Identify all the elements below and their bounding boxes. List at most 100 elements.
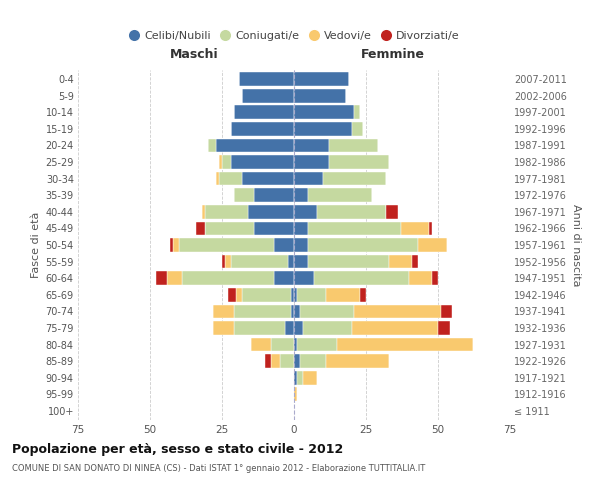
Bar bbox=[219, 172, 242, 186]
Bar bbox=[314, 272, 409, 285]
Bar bbox=[294, 156, 329, 169]
Bar bbox=[326, 354, 389, 368]
Bar bbox=[280, 354, 294, 368]
Bar bbox=[337, 338, 473, 351]
Bar bbox=[230, 255, 288, 268]
Text: Femmine: Femmine bbox=[361, 48, 425, 61]
Bar bbox=[326, 288, 360, 302]
Bar bbox=[297, 288, 326, 302]
Bar bbox=[173, 238, 179, 252]
Bar bbox=[355, 304, 441, 318]
Bar bbox=[294, 89, 346, 102]
Legend: Celibi/Nubili, Coniugati/e, Vedovi/e, Divorziati/e: Celibi/Nubili, Coniugati/e, Vedovi/e, Di… bbox=[124, 26, 464, 46]
Bar bbox=[294, 106, 355, 119]
Bar bbox=[430, 222, 432, 235]
Bar bbox=[294, 255, 308, 268]
Bar bbox=[294, 304, 300, 318]
Bar bbox=[355, 106, 360, 119]
Bar bbox=[248, 205, 294, 218]
Bar bbox=[302, 321, 352, 334]
Bar bbox=[294, 172, 323, 186]
Bar bbox=[230, 122, 294, 136]
Bar bbox=[317, 205, 386, 218]
Bar bbox=[170, 238, 173, 252]
Bar bbox=[432, 272, 438, 285]
Bar bbox=[205, 205, 248, 218]
Bar bbox=[216, 172, 219, 186]
Bar bbox=[222, 156, 230, 169]
Bar bbox=[291, 288, 294, 302]
Bar bbox=[225, 255, 230, 268]
Bar bbox=[167, 272, 182, 285]
Bar bbox=[294, 138, 329, 152]
Bar bbox=[222, 255, 225, 268]
Bar bbox=[412, 255, 418, 268]
Bar bbox=[294, 205, 317, 218]
Bar bbox=[418, 238, 446, 252]
Bar bbox=[271, 354, 280, 368]
Bar bbox=[438, 321, 449, 334]
Bar bbox=[294, 72, 349, 86]
Bar bbox=[294, 188, 308, 202]
Bar bbox=[389, 255, 412, 268]
Bar bbox=[294, 388, 297, 401]
Bar bbox=[308, 188, 372, 202]
Bar bbox=[271, 338, 294, 351]
Bar bbox=[302, 371, 317, 384]
Bar bbox=[352, 122, 363, 136]
Bar bbox=[323, 172, 386, 186]
Bar bbox=[156, 272, 167, 285]
Bar bbox=[294, 122, 352, 136]
Bar bbox=[294, 338, 297, 351]
Bar bbox=[233, 188, 254, 202]
Bar bbox=[308, 222, 401, 235]
Bar bbox=[242, 172, 294, 186]
Bar bbox=[233, 106, 294, 119]
Y-axis label: Fasce di età: Fasce di età bbox=[31, 212, 41, 278]
Bar bbox=[441, 304, 452, 318]
Bar bbox=[294, 272, 314, 285]
Bar bbox=[297, 338, 337, 351]
Bar bbox=[409, 272, 432, 285]
Bar bbox=[291, 304, 294, 318]
Bar bbox=[401, 222, 430, 235]
Y-axis label: Anni di nascita: Anni di nascita bbox=[571, 204, 581, 286]
Bar bbox=[288, 255, 294, 268]
Text: Popolazione per età, sesso e stato civile - 2012: Popolazione per età, sesso e stato civil… bbox=[12, 442, 343, 456]
Bar bbox=[251, 338, 271, 351]
Bar bbox=[274, 238, 294, 252]
Bar bbox=[294, 288, 297, 302]
Bar bbox=[286, 321, 294, 334]
Bar bbox=[236, 288, 242, 302]
Bar bbox=[294, 354, 300, 368]
Bar bbox=[242, 89, 294, 102]
Bar bbox=[179, 238, 274, 252]
Bar bbox=[182, 272, 274, 285]
Bar bbox=[300, 304, 355, 318]
Bar bbox=[242, 288, 291, 302]
Bar bbox=[329, 138, 377, 152]
Bar bbox=[214, 304, 233, 318]
Bar bbox=[294, 222, 308, 235]
Text: Maschi: Maschi bbox=[170, 48, 219, 61]
Bar bbox=[308, 255, 389, 268]
Bar bbox=[214, 321, 233, 334]
Bar bbox=[216, 138, 294, 152]
Text: COMUNE DI SAN DONATO DI NINEA (CS) - Dati ISTAT 1° gennaio 2012 - Elaborazione T: COMUNE DI SAN DONATO DI NINEA (CS) - Dat… bbox=[12, 464, 425, 473]
Bar bbox=[265, 354, 271, 368]
Bar bbox=[208, 138, 216, 152]
Bar bbox=[274, 272, 294, 285]
Bar bbox=[297, 371, 302, 384]
Bar bbox=[294, 238, 308, 252]
Bar bbox=[329, 156, 389, 169]
Bar bbox=[294, 321, 302, 334]
Bar bbox=[294, 371, 297, 384]
Bar bbox=[202, 205, 205, 218]
Bar bbox=[360, 288, 366, 302]
Bar bbox=[228, 288, 236, 302]
Bar bbox=[233, 321, 286, 334]
Bar bbox=[219, 156, 222, 169]
Bar bbox=[300, 354, 326, 368]
Bar bbox=[196, 222, 205, 235]
Bar bbox=[254, 222, 294, 235]
